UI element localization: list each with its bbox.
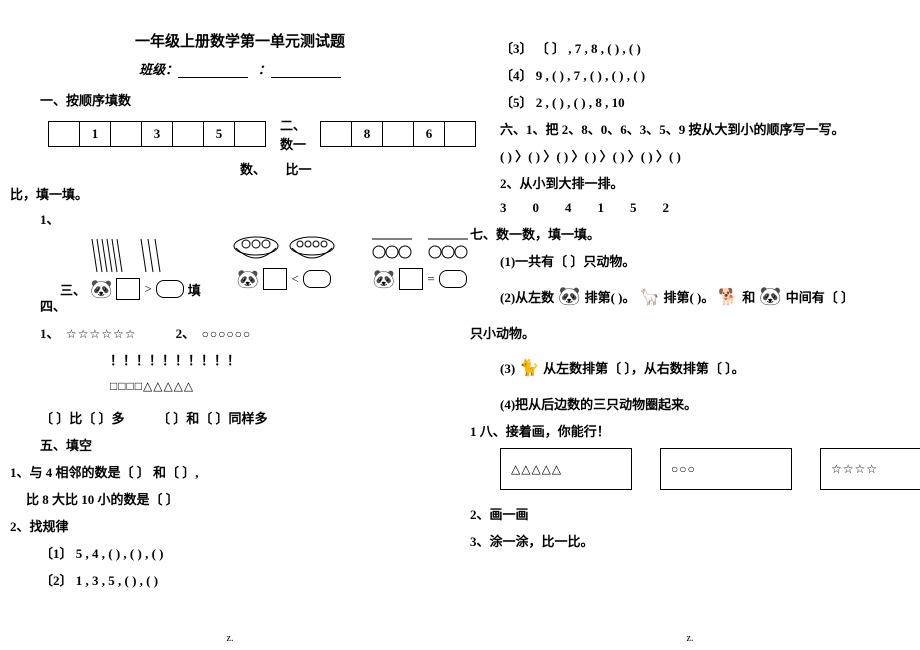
section-2-title: 二、数一 (280, 115, 306, 153)
paren-row: ( ) 〉( ) 〉( ) 〉( ) 〉( ) 〉( ) 〉( ) (500, 146, 900, 165)
figure-3: 🐼 = (367, 234, 473, 300)
panda-icon: 🐼 (90, 279, 112, 300)
blank-more: 〔 〕比〔 〕多 (40, 411, 125, 426)
q1-cell: 5 (204, 122, 235, 146)
blank-box (116, 278, 140, 300)
pattern-box-1: △△△△△ (500, 448, 632, 490)
num-1: 1、 (40, 209, 440, 228)
fill-label: 填 (188, 280, 201, 299)
pattern-box-2: ○○○ (660, 448, 792, 490)
q1-cell: 1 (80, 122, 111, 146)
q2-boxes: 8 6 (320, 121, 476, 147)
footer: z. (0, 633, 460, 644)
q7-4: (4)把从后边数的三只动物圈起来。 (500, 394, 900, 413)
section-7-title: 七、数一数，填一填。 (470, 224, 900, 243)
panda-icon: 🐼 (759, 286, 781, 307)
dog-icon: 🐕 (718, 287, 738, 307)
class-line: 班级： ： (40, 59, 440, 78)
q1-cell (49, 122, 80, 146)
q5-1b: 比 8 大比 10 小的数是〔 〕 (26, 489, 440, 508)
title: 一年级上册数学第一单元测试题 (40, 30, 440, 51)
section-8-title: 1 八、接着画，你能行！ (470, 421, 900, 440)
rule-1: 〔1〕 5 , 4 , ( ) , ( ) , ( ) (40, 543, 440, 562)
blank-box (263, 268, 287, 290)
section-6-title: 六、1、把 2、8、0、6、3、5、9 按从大到小的顺序写一写。 (500, 119, 900, 138)
q7-tail: 只小动物。 (470, 323, 900, 342)
q7-3: (3) 🐈 从左数排第〔 〕，从右数排第〔 〕。 (500, 358, 745, 378)
last-shapes: □□□□△△△△△ (110, 379, 440, 394)
count-label: 数、 (240, 162, 266, 177)
figure-2: 🐼 < (231, 234, 337, 300)
footer: z. (460, 633, 920, 644)
q2-cell: 6 (414, 122, 445, 146)
pattern-box-3: ☆☆☆☆ (820, 448, 920, 490)
colon: ： (258, 62, 271, 77)
cat-icon: 🐈 (519, 358, 539, 378)
bars-row: ！！！！！！！！！！ (110, 350, 440, 369)
q2-cell (321, 122, 352, 146)
q2-cell (383, 122, 414, 146)
rule-3: 〔3〕 〔 〕 , 7 , 8 , ( ) , ( ) (500, 38, 900, 57)
q5-2: 2、找规律 (10, 516, 440, 535)
panda-icon: 🐼 (373, 269, 395, 290)
pattern-boxes: △△△△△ ○○○ ☆☆☆☆ (500, 448, 900, 490)
num-row: 3 0 4 1 5 2 (500, 200, 900, 216)
q7-1: (1)一共有〔 〕只动物。 (500, 251, 900, 270)
section-3-title: 比，填一填。 (10, 184, 440, 203)
eq-sign: = (427, 271, 434, 287)
blank-pill (156, 280, 184, 298)
q1-cell (111, 122, 142, 146)
q5-1: 1、与 4 相邻的数是〔 〕 和〔 〕, (10, 462, 440, 481)
section-1-title: 一、按顺序填数 (40, 90, 440, 109)
class-label: 班级： (139, 62, 178, 77)
rule-4: 〔4〕 9 , ( ) , 7 , ( ) , ( ) , ( ) (500, 65, 900, 84)
shape-row-1: 1、 ☆☆☆☆☆☆ 2、 ○○○○○○ (40, 323, 440, 342)
compare-label: 比一 (286, 162, 312, 177)
camel-icon: 🦙 (640, 287, 660, 307)
blank-same: 〔 〕和〔 〕同样多 (157, 411, 268, 426)
blank-box (399, 268, 423, 290)
sec6-2: 2、从小到大排一排。 (500, 173, 900, 192)
section-5-title: 五、填空 (40, 435, 440, 454)
q7-2: (2)从左数 🐼 排第( )。 🦙 排第( )。 🐕 和 🐼 中间有〔 〕 (500, 286, 854, 307)
lt-sign: < (291, 271, 298, 287)
q1-cell (173, 122, 204, 146)
q1-boxes: 1 3 5 (48, 121, 266, 147)
q1-cell (235, 122, 265, 146)
gt-sign: > (144, 281, 151, 297)
q2-cell: 8 (352, 122, 383, 146)
rule-5: 〔5〕 2 , ( ) , ( ) , 8 , 10 (500, 92, 900, 111)
panda-icon: 🐼 (237, 269, 259, 290)
q8-2: 2、画一画 (470, 504, 900, 523)
figure-1: 三、 🐼 > 填 (60, 234, 201, 300)
q8-3: 3、涂一涂，比一比。 (470, 531, 900, 550)
rule-2: 〔2〕 1 , 3 , 5 , ( ) , ( ) (40, 570, 440, 589)
blank-pill (303, 270, 331, 288)
panda-icon: 🐼 (558, 286, 580, 307)
q1-cell: 3 (142, 122, 173, 146)
